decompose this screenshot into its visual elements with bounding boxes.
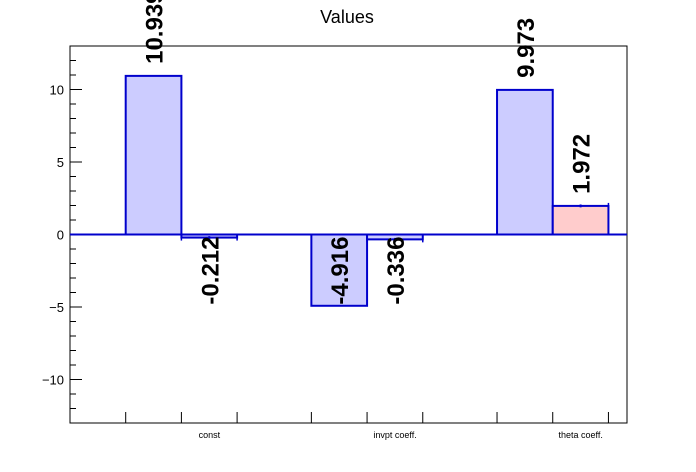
- y-tick-label: −10: [42, 373, 64, 388]
- bar-value-label: 1.972: [569, 134, 596, 194]
- x-category-label: invpt coeff.: [373, 430, 416, 440]
- bar: [496, 88, 554, 236]
- bar-value-label: 10.939: [142, 0, 169, 64]
- x-category-label: theta coeff.: [559, 430, 603, 440]
- bar: [551, 204, 610, 236]
- chart-title: Values: [320, 7, 374, 27]
- y-tick-label: −5: [49, 300, 64, 315]
- y-tick-label: 10: [50, 83, 64, 98]
- bar-value-label: 9.973: [513, 18, 540, 78]
- y-tick-label: 5: [57, 155, 64, 170]
- bar: [124, 74, 183, 236]
- y-tick-label: 0: [57, 228, 64, 243]
- bar-value-label: -0.212: [197, 237, 224, 305]
- bar: [310, 233, 369, 307]
- x-axis: const invpt coeff. theta coeff.: [125, 412, 609, 440]
- x-category-label: const: [199, 430, 221, 440]
- y-axis: −10 −5 0 5 10: [42, 45, 82, 424]
- bars-group: [124, 74, 610, 307]
- bar-value-label: -4.916: [327, 237, 354, 305]
- bar-value-label: -0.336: [383, 237, 410, 305]
- data-labels-group: 10.939 -0.212 -4.916 -0.336 9.973 1.972: [142, 0, 596, 305]
